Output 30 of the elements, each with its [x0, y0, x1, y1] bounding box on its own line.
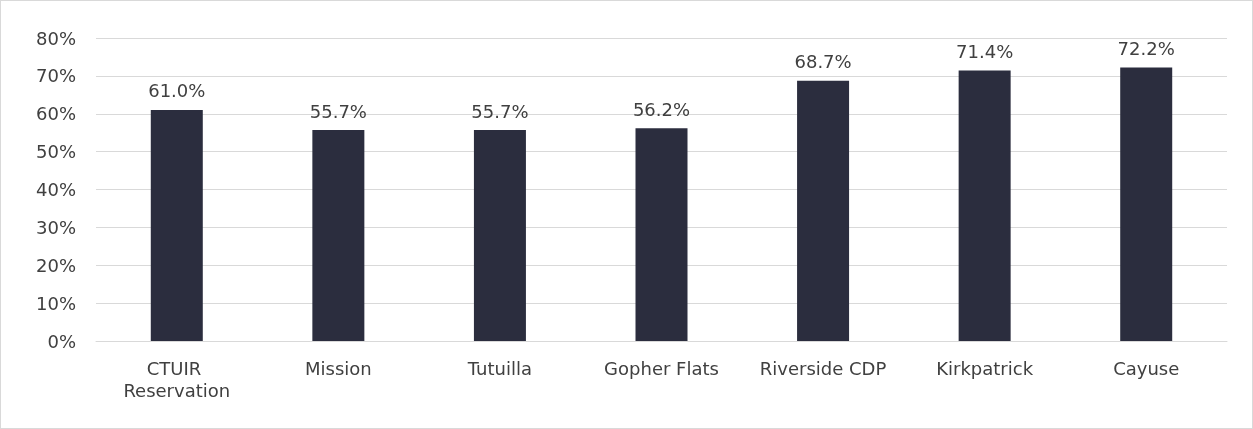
y-tick-label: 0%	[47, 330, 76, 352]
bar	[797, 80, 850, 341]
y-tick-label: 40%	[35, 179, 76, 200]
y-tick-label: 20%	[35, 254, 76, 276]
bar	[150, 109, 203, 341]
x-tick-label: Tutuilla	[466, 357, 533, 379]
data-label: 55.7%	[309, 100, 367, 122]
y-tick-label: 30%	[35, 216, 76, 238]
data-label: 72.2%	[1117, 38, 1175, 60]
y-tick-label: 10%	[35, 292, 76, 314]
y-tick-label: 60%	[35, 103, 76, 125]
data-label: 68.7%	[794, 51, 852, 73]
y-tick-label: 70%	[35, 65, 76, 87]
bar	[312, 130, 365, 341]
x-tick-label: Mission	[305, 357, 372, 379]
x-tick-label: Gopher Flats	[604, 357, 719, 379]
bar	[473, 130, 526, 341]
data-label: 71.4%	[956, 41, 1014, 63]
x-tick-label: Riverside CDP	[759, 357, 887, 379]
data-label: 56.2%	[632, 98, 691, 120]
bar	[958, 70, 1011, 341]
y-tick-label: 80%	[35, 27, 76, 49]
x-tick-label: Cayuse	[1113, 357, 1180, 379]
x-tick-label: Kirkpatrick	[936, 357, 1034, 379]
y-tick-label: 50%	[35, 141, 76, 163]
data-label: 55.7%	[471, 100, 529, 122]
data-label: 61.0%	[148, 80, 206, 102]
bar	[635, 128, 688, 341]
x-tick-label: CTUIR Reservation	[123, 357, 231, 401]
bar	[1120, 67, 1173, 341]
